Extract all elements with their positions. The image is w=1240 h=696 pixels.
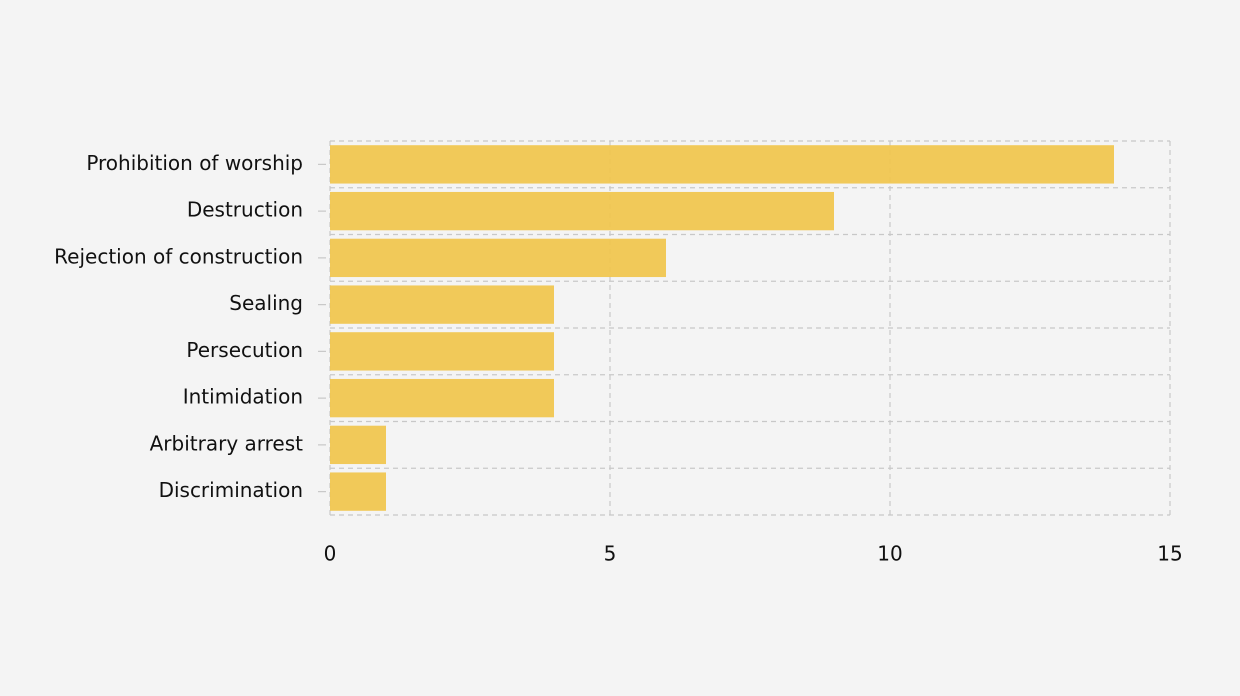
bar <box>330 145 1114 184</box>
y-tick-label: Sealing <box>229 291 303 315</box>
bar <box>330 425 386 465</box>
y-tick-label: Rejection of construction <box>54 244 303 268</box>
bar <box>330 332 554 371</box>
bar <box>330 378 554 418</box>
bar <box>330 285 554 324</box>
x-tick-label: 15 <box>1157 542 1182 566</box>
y-tick-label: Intimidation <box>183 385 303 409</box>
x-tick-label: 5 <box>604 542 617 566</box>
bar <box>330 238 666 278</box>
y-tick-label: Arbitrary arrest <box>150 431 304 455</box>
bar <box>330 472 386 511</box>
y-tick-label: Persecution <box>186 338 303 362</box>
x-tick-label: 10 <box>877 542 902 566</box>
y-tick-label: Prohibition of worship <box>86 151 303 175</box>
x-tick-label: 0 <box>324 542 337 566</box>
bar <box>330 191 834 231</box>
y-tick-label: Discrimination <box>159 478 303 502</box>
y-tick-label: Destruction <box>187 198 303 222</box>
